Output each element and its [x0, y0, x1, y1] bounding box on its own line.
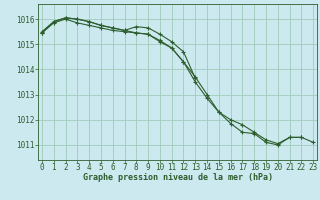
X-axis label: Graphe pression niveau de la mer (hPa): Graphe pression niveau de la mer (hPa)	[83, 173, 273, 182]
